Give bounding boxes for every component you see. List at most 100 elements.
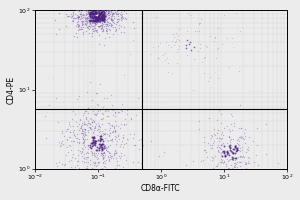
Point bbox=[47, 169, 52, 173]
Point bbox=[166, 62, 171, 65]
Point bbox=[62, 162, 67, 166]
Point bbox=[113, 27, 118, 30]
Point bbox=[90, 145, 94, 148]
Point bbox=[89, 19, 94, 22]
Point bbox=[89, 141, 94, 145]
Point bbox=[91, 21, 95, 25]
Point bbox=[83, 7, 88, 10]
Point bbox=[44, 111, 49, 114]
Point bbox=[98, 83, 102, 86]
Point bbox=[220, 136, 225, 140]
Point bbox=[223, 180, 227, 184]
Point bbox=[87, 14, 92, 17]
Point bbox=[114, 9, 119, 13]
Point bbox=[98, 11, 103, 14]
Point bbox=[106, 6, 111, 9]
Point bbox=[119, 142, 124, 146]
Point bbox=[222, 153, 227, 156]
Point bbox=[76, 24, 81, 28]
Point bbox=[98, 150, 103, 153]
Point bbox=[223, 154, 227, 157]
Point bbox=[102, 172, 106, 176]
Point bbox=[83, 60, 88, 63]
Point bbox=[106, 151, 111, 154]
Point bbox=[169, 71, 174, 74]
Point bbox=[70, 4, 75, 7]
Point bbox=[97, 15, 101, 19]
Point bbox=[97, 147, 102, 150]
Point bbox=[104, 6, 109, 10]
Point bbox=[99, 134, 104, 137]
Point bbox=[115, 20, 119, 23]
Point bbox=[232, 152, 237, 155]
Point bbox=[94, 15, 99, 18]
Point bbox=[264, 134, 269, 138]
Point bbox=[90, 17, 94, 20]
Point bbox=[93, 11, 98, 14]
Point bbox=[113, 9, 118, 12]
Point bbox=[80, 141, 85, 144]
Point bbox=[97, 148, 102, 152]
Point bbox=[87, 13, 92, 17]
Point bbox=[70, 152, 75, 155]
Point bbox=[100, 137, 105, 140]
Point bbox=[231, 157, 236, 160]
Point bbox=[86, 11, 91, 14]
Point bbox=[113, 142, 118, 145]
Point bbox=[85, 21, 90, 24]
Point bbox=[207, 116, 212, 120]
Point bbox=[95, 18, 100, 21]
Point bbox=[109, 154, 114, 157]
Point bbox=[85, 11, 90, 14]
Point bbox=[74, 8, 79, 12]
Point bbox=[106, 9, 111, 12]
Point bbox=[160, 155, 164, 158]
Point bbox=[103, 180, 108, 183]
Point bbox=[132, 143, 137, 147]
Point bbox=[44, 137, 49, 140]
Point bbox=[96, 103, 100, 106]
Point bbox=[70, 174, 75, 177]
Point bbox=[97, 135, 102, 138]
Point bbox=[100, 8, 104, 11]
Point bbox=[133, 144, 138, 147]
Point bbox=[227, 144, 232, 147]
Point bbox=[126, 118, 131, 122]
Point bbox=[91, 3, 96, 6]
Point bbox=[97, 130, 101, 134]
Point bbox=[234, 182, 239, 186]
Point bbox=[220, 149, 225, 152]
Point bbox=[248, 172, 253, 175]
Point bbox=[248, 52, 253, 55]
Point bbox=[154, 15, 159, 18]
Point bbox=[99, 122, 104, 125]
Point bbox=[100, 1, 105, 5]
Point bbox=[237, 29, 242, 32]
Point bbox=[82, 15, 87, 18]
Point bbox=[106, 14, 110, 17]
Point bbox=[83, 16, 88, 19]
Point bbox=[54, 164, 59, 167]
Point bbox=[68, 130, 73, 134]
Point bbox=[110, 19, 114, 22]
Point bbox=[218, 129, 223, 132]
Point bbox=[87, 28, 92, 31]
Point bbox=[225, 150, 230, 153]
Point bbox=[89, 136, 94, 139]
Point bbox=[91, 25, 96, 28]
Point bbox=[100, 142, 104, 145]
Point bbox=[72, 134, 76, 137]
Point bbox=[85, 119, 90, 123]
Point bbox=[91, 136, 96, 139]
Point bbox=[185, 152, 190, 156]
Point bbox=[79, 0, 83, 1]
Point bbox=[77, 27, 82, 30]
Point bbox=[229, 114, 234, 118]
Point bbox=[254, 20, 259, 23]
Point bbox=[86, 145, 91, 148]
Point bbox=[88, 6, 93, 10]
Point bbox=[214, 56, 219, 60]
Point bbox=[139, 162, 143, 165]
Point bbox=[79, 27, 84, 31]
Point bbox=[98, 139, 102, 142]
